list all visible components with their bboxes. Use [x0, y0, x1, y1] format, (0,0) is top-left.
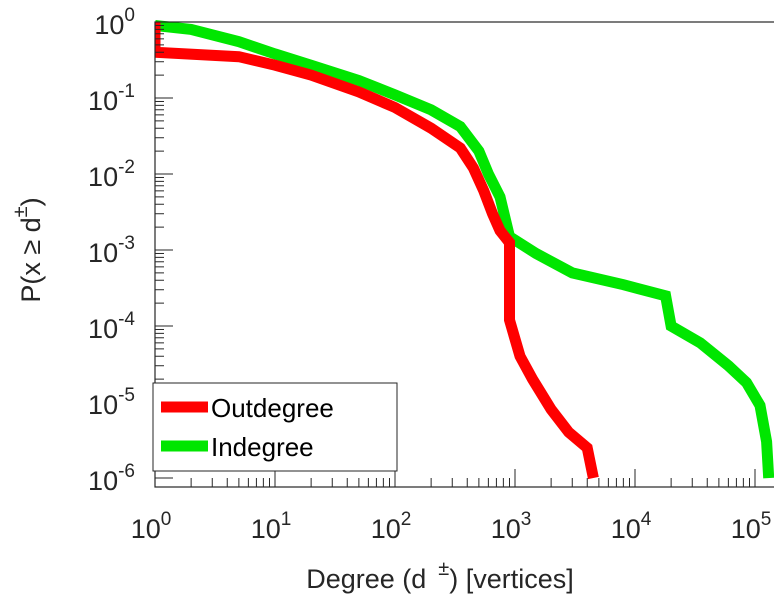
y-tick-label: 10-5: [88, 385, 135, 420]
tick-marks: [154, 21, 756, 487]
y-axis-label-superscript: ±: [10, 206, 32, 217]
x-tick-label: 101: [251, 509, 292, 544]
y-axis-label: P(x ≥ d±): [10, 197, 46, 302]
x-tick-label: 105: [731, 509, 772, 544]
y-axis-label-tail: ): [16, 197, 46, 206]
y-tick-label: 10-1: [88, 81, 135, 116]
legend: Outdegree Indegree: [152, 382, 398, 472]
legend-box: [152, 382, 398, 472]
x-axis-label-superscript: ±: [438, 558, 449, 580]
x-tick-label: 102: [371, 509, 412, 544]
y-axis-label-main: P(x ≥ d: [16, 217, 46, 302]
legend-label-indegree: Indegree: [211, 432, 314, 462]
x-axis-label: Degree (d ±) [vertices]: [306, 558, 574, 594]
y-tick-label: 10-2: [88, 157, 135, 192]
x-tick-label: 104: [611, 509, 652, 544]
series-line-outdegree: [155, 22, 599, 480]
y-tick-label: 100: [94, 5, 135, 40]
series-layer: [155, 20, 774, 480]
x-axis-label-tail: ) [vertices]: [449, 564, 574, 594]
y-tick-label: 10-3: [88, 233, 135, 268]
x-axis-label-main: Degree (d: [306, 564, 426, 594]
x-tick-label: 103: [491, 509, 532, 544]
legend-label-outdegree: Outdegree: [211, 393, 334, 423]
tick-labels: 100 101 102 103 104 105 100 10-1 10-2 10-3 10-4 10-…: [88, 5, 771, 544]
y-tick-label: 10-6: [88, 461, 135, 496]
x-tick-label: 100: [131, 509, 172, 544]
y-tick-label: 10-4: [88, 309, 135, 344]
series-line-indegree: [155, 20, 774, 479]
plot-area: [154, 21, 774, 488]
